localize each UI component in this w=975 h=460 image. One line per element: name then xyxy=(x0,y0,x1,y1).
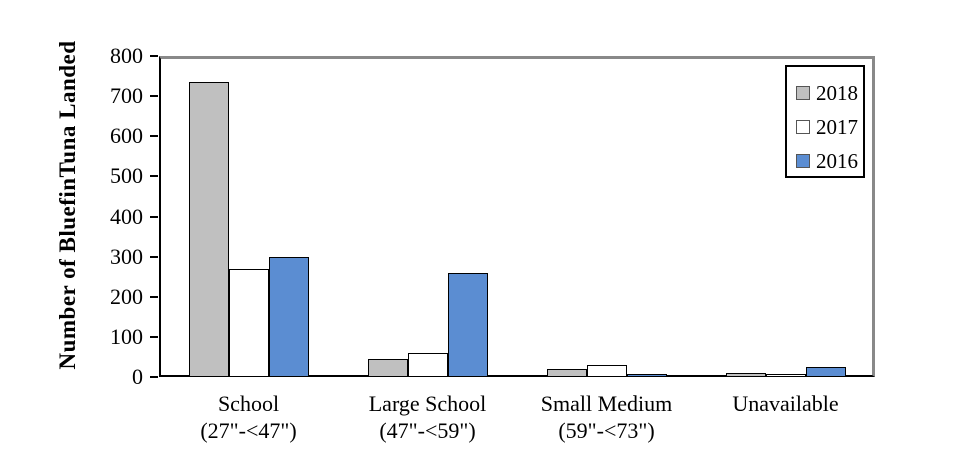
bar-2016-school xyxy=(268,256,309,377)
category-name: Unavailable xyxy=(732,391,839,416)
y-tick-mark xyxy=(150,255,158,258)
bar-2016-unavailable xyxy=(805,366,846,377)
legend-swatch-2018 xyxy=(796,86,810,100)
legend-item-2017: 2017 xyxy=(796,110,863,144)
y-tick-label: 800 xyxy=(110,43,143,68)
bar-2017-school xyxy=(228,268,269,377)
y-tick-mark xyxy=(150,55,158,57)
y-tick-label: 200 xyxy=(110,283,143,309)
bar-2017-unavailable xyxy=(765,373,806,377)
y-tick-mark xyxy=(150,175,158,178)
category-name: School xyxy=(217,391,280,416)
y-tick-label: 300 xyxy=(110,243,143,269)
y-tick-mark xyxy=(150,376,158,378)
legend-label: 2017 xyxy=(816,114,858,139)
legend-item-2018: 2018 xyxy=(796,76,863,110)
y-tick-mark xyxy=(150,215,158,218)
legend-label: 2018 xyxy=(816,80,858,105)
legend-label: 2016 xyxy=(816,148,858,173)
bar-2018-unavailable xyxy=(725,372,766,377)
x-category-label-unavailable: Unavailable xyxy=(686,390,885,417)
bar-2016-small-medium xyxy=(626,374,667,377)
category-name: Large School xyxy=(368,391,487,416)
bar-2017-large-school xyxy=(407,352,448,377)
legend-swatch-2016 xyxy=(796,154,810,168)
bar-2016-large-school xyxy=(447,272,488,377)
y-tick-mark xyxy=(150,335,158,338)
x-category-label-small-medium: Small Medium (59"-<73") xyxy=(507,390,706,444)
y-tick-label: 700 xyxy=(110,83,143,109)
legend-swatch-2017 xyxy=(796,120,810,134)
y-tick-mark xyxy=(150,135,158,138)
category-size-range: (47"-<59") xyxy=(379,418,476,443)
y-tick-label: 500 xyxy=(110,163,143,189)
category-size-range: (59"-<73") xyxy=(558,418,655,443)
bar-2018-small-medium xyxy=(546,368,587,377)
legend-item-2016: 2016 xyxy=(796,144,863,178)
y-tick-label: 400 xyxy=(110,203,143,229)
bar-2018-school xyxy=(188,82,229,377)
x-category-label-large-school: Large School (47"-<59") xyxy=(328,390,527,444)
bar-2017-small-medium xyxy=(586,364,627,377)
y-tick-label: 0 xyxy=(132,364,143,389)
category-name: Small Medium xyxy=(540,391,673,416)
legend: 2018 2017 2016 xyxy=(785,65,865,178)
y-tick-mark xyxy=(150,95,158,98)
x-category-label-school: School (27"-<47") xyxy=(149,390,348,444)
category-size-range: (27"-<47") xyxy=(200,418,297,443)
y-tick-mark xyxy=(150,295,158,298)
bar-2018-large-school xyxy=(367,358,408,377)
y-tick-label: 100 xyxy=(110,323,143,349)
y-tick-label: 600 xyxy=(110,123,143,149)
